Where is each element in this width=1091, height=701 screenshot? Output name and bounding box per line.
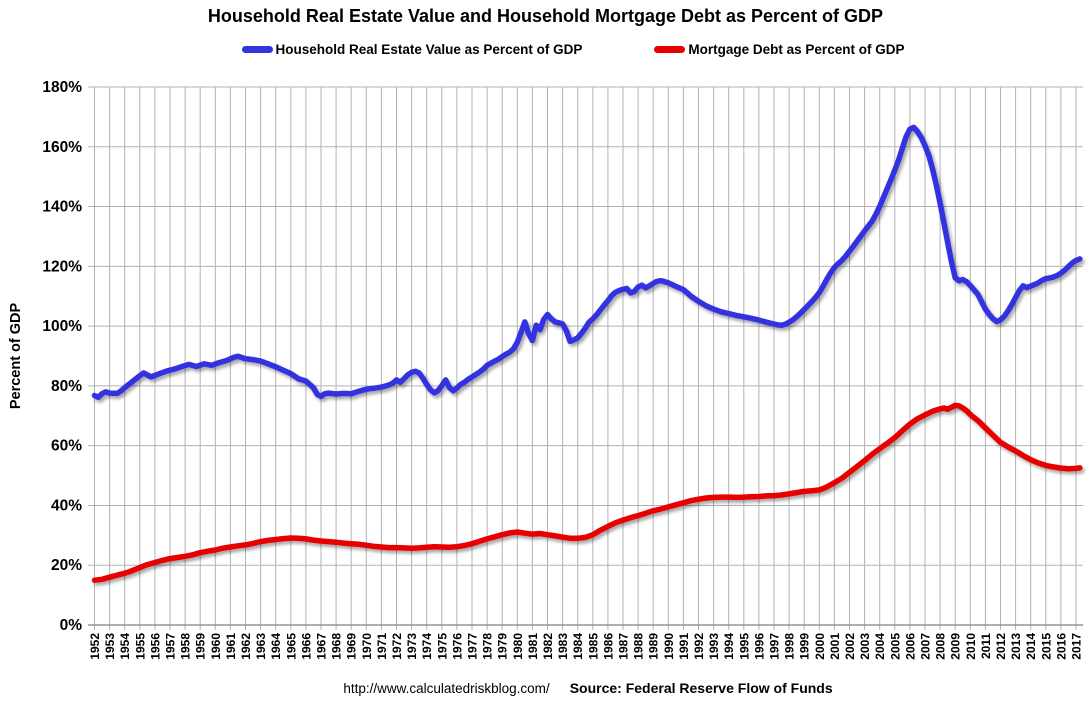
x-tick-label: 2002: [843, 633, 857, 660]
x-tick-label: 1979: [496, 633, 510, 660]
x-tick-label: 1998: [783, 633, 797, 660]
x-tick-label: 1961: [224, 633, 238, 660]
legend: Household Real Estate Value as Percent o…: [0, 42, 1091, 57]
x-tick-label: 2001: [828, 633, 842, 660]
x-tick-label: 1952: [88, 633, 102, 660]
x-tick-label: 1994: [722, 633, 736, 660]
x-tick-label: 1966: [299, 633, 313, 660]
y-tick-label: 80%: [51, 378, 82, 395]
y-tick-label: 120%: [42, 258, 82, 275]
y-tick-label: 140%: [42, 199, 82, 216]
x-tick-label: 2006: [903, 633, 917, 660]
x-tick-label: 1986: [601, 633, 615, 660]
x-tick-label: 2011: [979, 633, 993, 659]
x-tick-label: 2007: [919, 633, 933, 660]
x-tick-label: 1959: [194, 633, 208, 660]
x-tick-label: 1987: [617, 633, 631, 660]
x-tick-label: 2005: [888, 633, 902, 660]
x-tick-label: 2016: [1054, 633, 1068, 660]
y-tick-label: 20%: [51, 557, 82, 574]
x-tick-label: 1977: [466, 633, 480, 660]
x-tick-label: 2017: [1070, 633, 1084, 660]
x-tick-label: 1993: [707, 633, 721, 660]
legend-label-real-estate: Household Real Estate Value as Percent o…: [275, 42, 583, 57]
x-tick-label: 1988: [632, 633, 646, 660]
x-tick-label: 2010: [964, 633, 978, 660]
x-tick-label: 1992: [692, 633, 706, 660]
x-tick-label: 2009: [949, 633, 963, 660]
x-tick-label: 2004: [873, 633, 887, 660]
real-estate-line: [91, 124, 1083, 400]
x-tick-label: 1969: [345, 633, 359, 660]
x-tick-label: 1953: [103, 633, 117, 660]
x-tick-label: 2008: [934, 633, 948, 660]
x-tick-label: 1989: [647, 633, 661, 660]
x-tick-label: 1978: [481, 633, 495, 660]
footer: http://www.calculatedriskblog.com/ Sourc…: [0, 680, 1091, 696]
chart-title: Household Real Estate Value and Househol…: [207, 6, 884, 26]
x-tick-label: 1960: [209, 633, 223, 660]
x-tick-label: 1991: [677, 633, 691, 660]
x-tick-label: 1957: [164, 633, 178, 660]
legend-item-mortgage: Mortgage Debt as Percent of GDP: [654, 42, 904, 57]
x-tick-label: 1996: [752, 633, 766, 660]
x-tick-label: 1971: [375, 633, 389, 660]
y-axis-title: Percent of GDP: [8, 302, 24, 409]
x-tick-label: 1973: [405, 633, 419, 660]
x-tick-label: 1995: [737, 633, 751, 660]
legend-item-real-estate: Household Real Estate Value as Percent o…: [241, 42, 583, 57]
x-tick-label: 1963: [254, 633, 268, 660]
x-tick-label: 1990: [662, 633, 676, 660]
mortgage-line: [91, 402, 1083, 583]
x-tick-label: 1984: [571, 633, 585, 660]
x-tick-label: 1967: [315, 633, 329, 660]
x-tick-label: 1999: [798, 633, 812, 660]
x-tick-label: 1997: [768, 633, 782, 660]
x-tick-label: 1976: [450, 633, 464, 660]
x-tick-label: 1956: [148, 633, 162, 660]
x-tick-label: 1964: [269, 633, 283, 660]
x-tick-label: 1972: [390, 633, 404, 660]
x-tick-label: 1974: [420, 633, 434, 660]
y-tick-label: 40%: [51, 497, 82, 514]
legend-swatch-mortgage: [654, 46, 686, 53]
x-tick-label: 1962: [239, 633, 253, 660]
x-tick-label: 1968: [330, 633, 344, 660]
x-tick-label: 1981: [526, 633, 540, 660]
x-tick-label: 1970: [360, 633, 374, 660]
footer-source: Source: Federal Reserve Flow of Funds: [569, 680, 833, 696]
x-tick-label: 1985: [586, 633, 600, 660]
y-tick-label: 60%: [51, 438, 82, 455]
x-tick-label: 2015: [1039, 633, 1053, 660]
x-tick-label: 1955: [133, 633, 147, 660]
footer-url: http://www.calculatedriskblog.com/: [343, 681, 550, 696]
y-tick-label: 160%: [42, 139, 82, 156]
y-tick-label: 100%: [42, 318, 82, 335]
x-tick-label: 1954: [118, 633, 132, 660]
legend-label-mortgage: Mortgage Debt as Percent of GDP: [688, 42, 905, 57]
legend-swatch-real-estate: [241, 46, 273, 53]
x-tick-label: 2013: [1009, 633, 1023, 660]
x-tick-label: 1982: [541, 633, 555, 660]
x-tick-label: 1980: [511, 633, 525, 660]
x-tick-label: 2003: [858, 633, 872, 660]
x-tick-label: 2014: [1024, 633, 1038, 660]
x-tick-label: 2012: [994, 633, 1008, 660]
x-tick-label: 1983: [556, 633, 570, 660]
x-tick-label: 1975: [435, 633, 449, 660]
y-tick-label: 0%: [60, 617, 83, 634]
y-tick-label: 180%: [42, 79, 82, 96]
x-tick-label: 2000: [813, 633, 827, 660]
x-tick-label: 1958: [179, 633, 193, 660]
x-tick-label: 1965: [284, 633, 298, 660]
